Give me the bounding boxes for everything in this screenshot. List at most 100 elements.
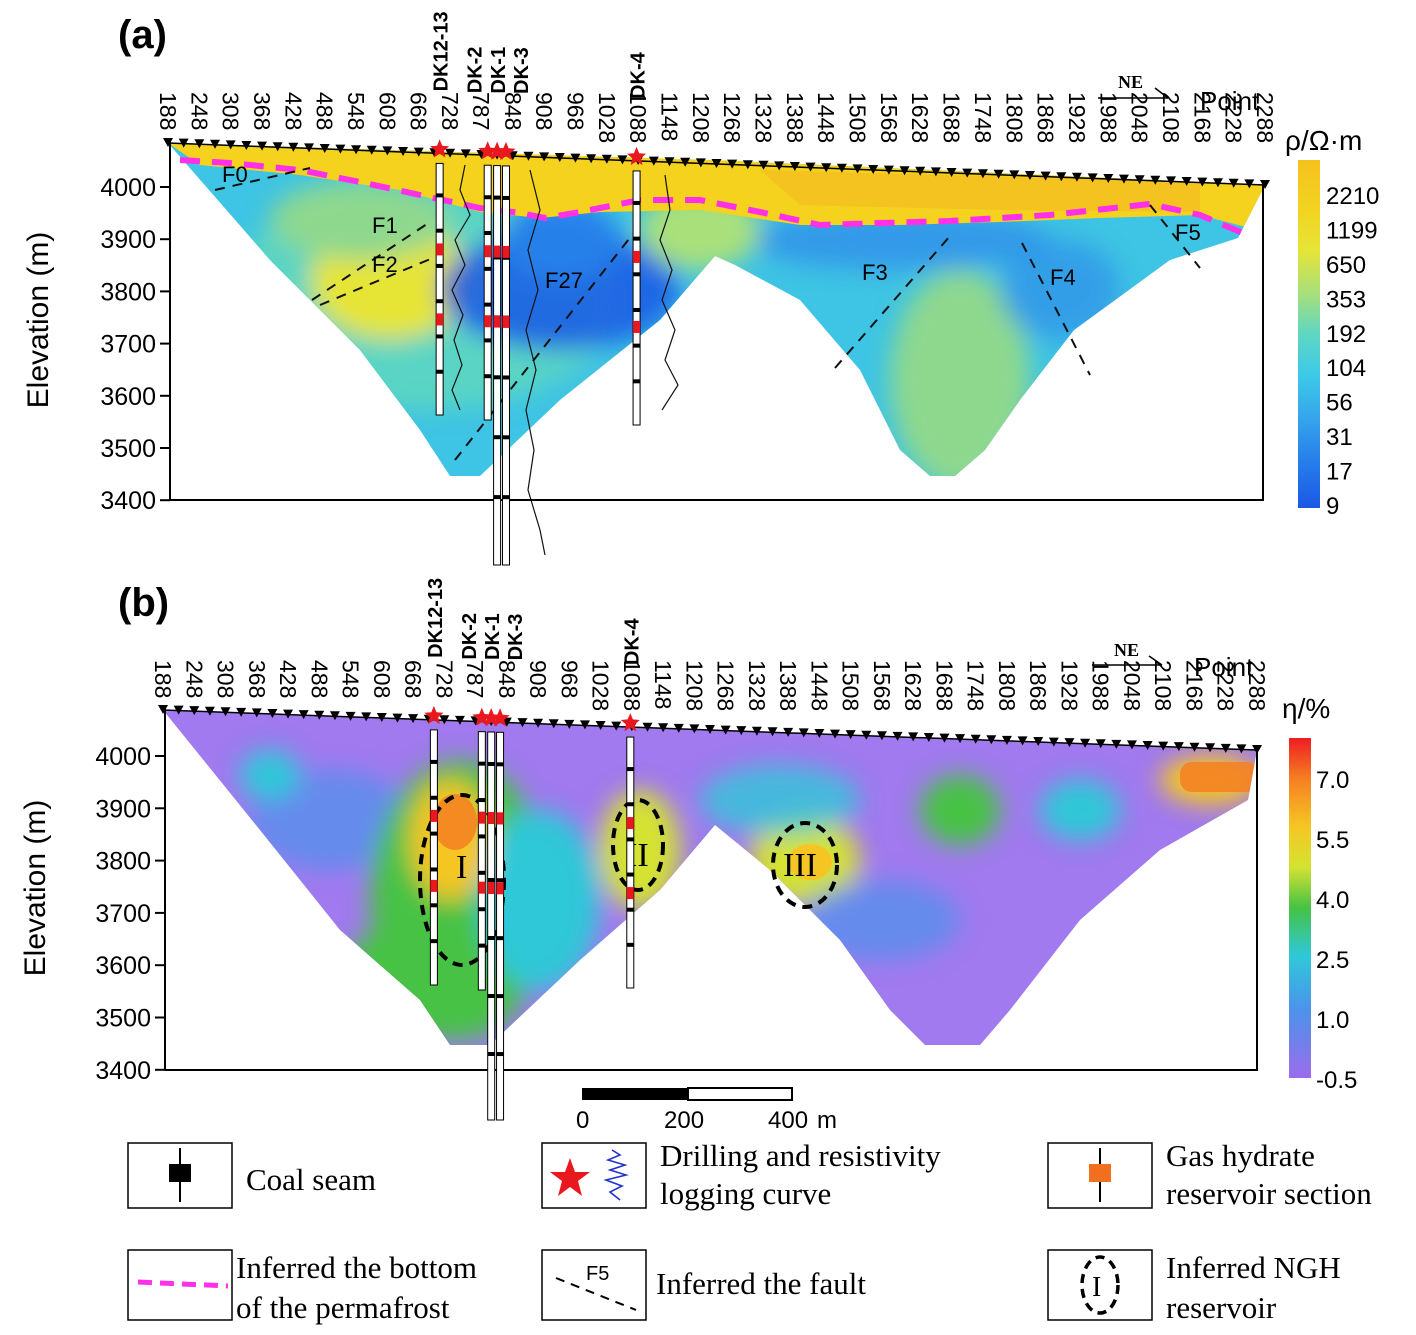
gas-section-mark <box>487 812 495 824</box>
xtick-label: 1268 <box>719 92 745 143</box>
legend-permafrost: Inferred the bottom of the permafrost <box>127 1249 477 1325</box>
station-marker <box>272 142 283 152</box>
gas-section-mark <box>478 811 486 824</box>
coal-seam-mark <box>487 994 495 998</box>
colorbar-tick-label: 192 <box>1326 321 1366 348</box>
xtick-label: 2228 <box>1213 660 1239 711</box>
station-marker <box>445 148 456 158</box>
legend-ngh-line2: reservoir <box>1166 1290 1277 1325</box>
coal-seam-mark <box>633 307 641 312</box>
xtick-label: 1328 <box>751 92 777 143</box>
gas-section-mark <box>626 817 634 830</box>
station-marker <box>1033 737 1044 746</box>
xtick-label: 1808 <box>994 660 1020 711</box>
borehole-column <box>477 731 486 991</box>
colorbar-tick-label: 17 <box>1326 459 1353 486</box>
colorbar-tick-label: 56 <box>1326 390 1353 417</box>
station-marker <box>1205 743 1216 753</box>
borehole-column <box>501 165 510 566</box>
station-marker <box>579 720 590 730</box>
station-marker <box>680 157 691 167</box>
colorbar-tick-label: 4.0 <box>1316 887 1349 914</box>
xtick-label: 308 <box>218 92 244 130</box>
borehole-column <box>435 162 444 416</box>
colorbar-tick-label: 1199 <box>1326 217 1378 244</box>
station-marker <box>939 733 950 743</box>
station-marker <box>173 705 184 715</box>
panel-a-ylabel: Elevation (m) <box>22 232 55 409</box>
ytick-label: 3600 <box>95 952 151 980</box>
colorbar-tick-label: 31 <box>1326 424 1353 451</box>
xtick-label: 1388 <box>782 92 808 143</box>
station-marker <box>946 168 957 177</box>
coal-seam-mark <box>436 228 444 233</box>
scale-bar: 0 200 400 m <box>576 1087 837 1134</box>
xtick-label: 728 <box>431 660 457 698</box>
panel-b-point-label: Point <box>1194 652 1254 682</box>
xtick-label: 908 <box>525 660 551 698</box>
station-marker <box>908 732 919 742</box>
coal-seam-mark <box>484 374 492 379</box>
borehole-star-icon <box>496 141 516 160</box>
station-marker <box>163 138 173 147</box>
coal-seam-mark <box>626 942 634 947</box>
xtick-label: 308 <box>213 660 239 698</box>
xtick-label: 2108 <box>1158 92 1184 143</box>
coal-seam-mark <box>487 878 495 882</box>
station-marker <box>1165 176 1176 186</box>
station-marker <box>986 735 997 745</box>
station-marker <box>751 726 762 736</box>
coal-seam-mark <box>496 936 504 941</box>
legend-gas-hydrate: Gas hydrate reservoir section <box>1047 1138 1372 1211</box>
xtick-label: 1628 <box>900 660 926 711</box>
scale-unit: m <box>817 1107 837 1134</box>
legend-permafrost-line2: of the permafrost <box>236 1290 450 1325</box>
coal-seam-mark <box>626 907 634 912</box>
station-marker <box>915 166 926 176</box>
station-marker <box>1150 175 1161 185</box>
station-marker <box>220 707 231 717</box>
coal-seam-mark <box>484 195 492 200</box>
station-marker <box>767 727 778 737</box>
panel-b-direction: NE <box>1114 640 1139 660</box>
xtick-label: 2108 <box>1150 660 1176 711</box>
legend-drilling: Drilling and resistivity logging curve <box>541 1138 941 1211</box>
station-marker <box>648 156 659 166</box>
coal-seam-mark <box>493 195 501 200</box>
station-marker <box>1142 741 1153 750</box>
colorbar-tick-label: 2210 <box>1326 183 1379 210</box>
coal-seam-mark <box>430 759 438 764</box>
coal-seam-mark <box>502 435 510 440</box>
xtick-label: 248 <box>186 92 212 130</box>
coal-seam-mark <box>430 939 438 944</box>
borehole-column <box>493 165 502 566</box>
colorbar-tick-label: 9 <box>1326 493 1339 520</box>
xtick-label: 668 <box>400 660 426 698</box>
panel-b-frame <box>165 750 1258 1071</box>
station-marker <box>1071 172 1082 182</box>
xtick-label: 548 <box>338 660 364 698</box>
station-marker <box>658 723 669 733</box>
xtick-label: 548 <box>343 92 369 130</box>
station-marker <box>408 714 419 724</box>
ytick-label: 3700 <box>100 331 156 359</box>
fault-label-f0: F0 <box>222 162 248 187</box>
xtick-label: 248 <box>181 660 207 698</box>
coal-seam-mark <box>633 272 641 277</box>
station-marker <box>789 162 800 171</box>
panel-b-label: (b) <box>118 581 169 625</box>
gas-section-mark <box>502 315 510 328</box>
coal-seam-mark <box>430 903 438 908</box>
xtick-label: 1868 <box>1025 660 1051 711</box>
coal-seam-mark <box>487 1052 495 1056</box>
ytick-label: 3800 <box>100 278 156 306</box>
xtick-label: 968 <box>556 660 582 698</box>
gas-section-mark <box>478 881 486 894</box>
ytick-label: 3500 <box>95 1005 151 1033</box>
xtick-label: 1208 <box>688 92 714 143</box>
borehole-label: DK-1 <box>488 47 510 94</box>
legend-ngh-line1: Inferred NGH <box>1166 1250 1341 1285</box>
panel-a-colorbar-title: ρ/Ω·m <box>1285 125 1362 156</box>
station-marker <box>892 731 903 741</box>
colorbar-tick-label: -0.5 <box>1316 1067 1357 1094</box>
